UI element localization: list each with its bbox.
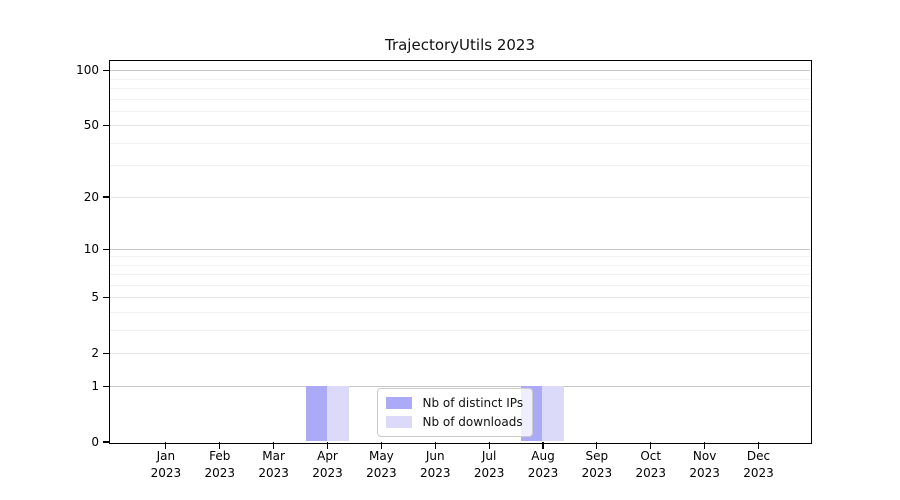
x-tick	[757, 442, 760, 449]
gridline-minor	[109, 256, 810, 258]
y-tick-label: 2	[91, 346, 99, 361]
x-tick	[165, 442, 167, 449]
x-tick	[704, 442, 706, 449]
x-tick-label: Dec 2023	[743, 449, 774, 480]
bar-distinct-ips	[305, 385, 327, 442]
gridline-minor	[109, 78, 810, 80]
y-tick	[103, 441, 110, 443]
gridline-major	[109, 248, 810, 250]
gridline-minor	[109, 98, 810, 100]
gridline-major	[109, 353, 810, 355]
legend: Nb of distinct IPs Nb of downloads	[376, 387, 534, 437]
x-tick	[326, 442, 329, 449]
y-tick	[103, 125, 110, 127]
y-tick-label: 10	[83, 241, 99, 256]
legend-label-distinct-ips: Nb of distinct IPs	[422, 395, 524, 410]
x-tick	[596, 442, 598, 449]
legend-label-downloads: Nb of downloads	[422, 414, 523, 429]
x-tick-label: Oct 2023	[635, 449, 666, 480]
y-tick-label: 0	[91, 434, 99, 449]
legend-swatch-downloads-icon	[385, 415, 412, 428]
gridline-major	[109, 125, 810, 127]
x-tick	[650, 442, 652, 449]
bar-downloads	[542, 385, 564, 442]
gridline-minor	[109, 329, 810, 331]
y-tick	[103, 70, 110, 72]
x-tick	[488, 442, 490, 449]
legend-swatch-distinct-ips-icon	[385, 396, 412, 409]
gridline-major	[109, 196, 810, 198]
y-tick-label: 20	[83, 189, 99, 204]
gridline-minor	[109, 264, 810, 266]
x-tick-label: Mar 2023	[258, 449, 289, 480]
x-tick	[273, 442, 275, 449]
x-tick-label: Sep 2023	[581, 449, 613, 480]
gridline-major	[109, 385, 810, 387]
gridline-major	[109, 297, 810, 299]
x-tick	[219, 442, 221, 449]
gridline-minor	[109, 284, 810, 286]
legend-item-downloads: Nb of downloads	[385, 414, 524, 429]
y-tick	[103, 353, 110, 355]
x-tick	[380, 442, 382, 449]
gridline-minor	[109, 87, 810, 89]
gridline-minor	[109, 110, 810, 112]
y-tick-label: 100	[76, 63, 99, 78]
x-tick-label: May 2023	[366, 449, 397, 480]
x-tick-label: Feb 2023	[204, 449, 236, 480]
plot-area: Nb of distinct IPs Nb of downloads	[108, 59, 812, 444]
x-tick	[542, 442, 544, 449]
x-tick-label: Jul 2023	[473, 449, 505, 480]
gridline-major	[109, 70, 810, 72]
y-tick	[103, 248, 110, 250]
gridline-minor	[109, 312, 810, 314]
x-tick-label: Jan 2023	[150, 449, 182, 480]
bar-downloads	[327, 385, 349, 442]
y-tick-label: 5	[91, 290, 99, 305]
gridline-minor	[109, 165, 810, 167]
y-tick-label: 1	[91, 378, 99, 393]
gridline-minor	[109, 274, 810, 276]
y-tick	[103, 297, 110, 299]
x-tick-label: Jun 2023	[419, 449, 451, 480]
legend-item-distinct-ips: Nb of distinct IPs	[385, 395, 524, 410]
y-tick-label: 50	[83, 118, 99, 133]
x-tick-label: Nov 2023	[689, 449, 720, 480]
gridline-minor	[109, 142, 810, 144]
chart-title: TrajectoryUtils 2023	[384, 36, 535, 54]
x-tick-label: Apr 2023	[312, 449, 343, 480]
x-tick-label: Aug 2023	[527, 449, 559, 480]
x-tick	[434, 442, 436, 449]
plot-inner: Nb of distinct IPs Nb of downloads	[109, 61, 810, 442]
y-tick	[103, 385, 110, 387]
y-tick	[103, 196, 110, 198]
